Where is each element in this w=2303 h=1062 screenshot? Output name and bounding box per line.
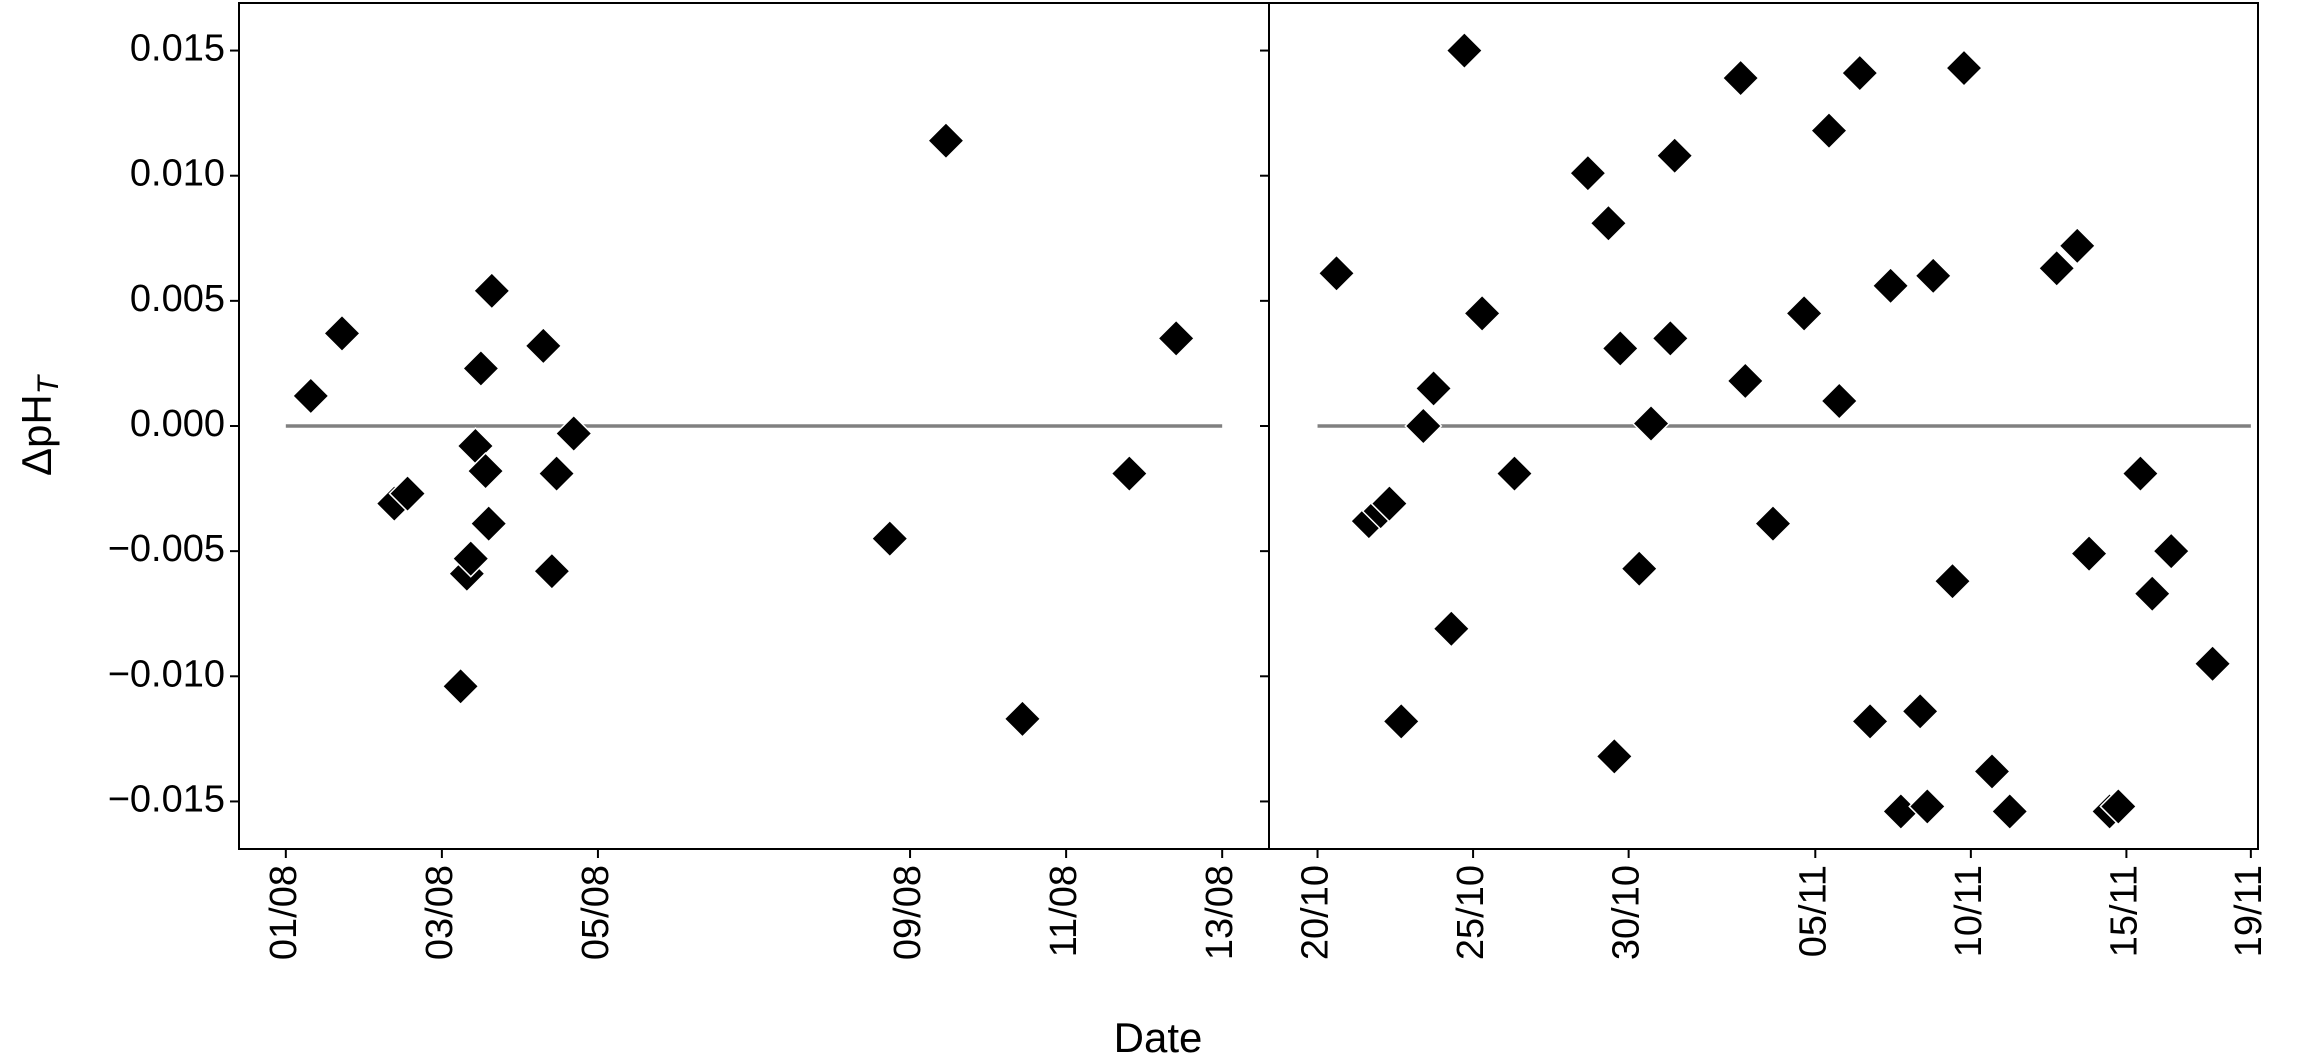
point [1944,49,1984,88]
x-tick-label: 15/11 [2103,865,2145,957]
point [472,271,511,310]
point [1382,702,1421,741]
point [1901,692,1940,731]
point [451,539,490,578]
x-tick-label: 01/08 [263,865,305,960]
x-tick-label: 30/10 [1606,865,1648,960]
point [2133,574,2172,613]
point [1933,562,1972,601]
point [1595,737,1634,776]
y-tick-label: 0.015 [130,28,225,70]
point [1601,329,1640,368]
point [1414,369,1453,408]
point [1003,699,1042,738]
point [1990,792,2029,831]
point [441,667,480,706]
x-tick-label: 25/10 [1450,865,1492,960]
point [1809,111,1849,150]
point [1721,59,1760,98]
point [291,376,330,416]
x-tick-label: 09/08 [887,865,929,960]
x-axis-label: Date [1114,1014,1203,1061]
x-tick-label: 03/08 [419,865,461,960]
point [554,414,593,453]
point [1620,549,1659,588]
point [1726,361,1765,401]
y-tick-label: −0.015 [108,778,225,820]
point [1655,136,1694,175]
point [1157,319,1196,358]
point [1463,294,1502,333]
point [1972,752,2012,791]
y-axis-label-subscript: T [32,373,65,394]
x-tick-label: 20/10 [1295,865,1337,960]
point [532,552,571,591]
y-axis-label-main: ΔpH [13,394,60,476]
point [1370,484,1409,523]
y-tick-label: −0.005 [108,528,225,570]
point [1850,702,1890,741]
point [469,504,508,543]
y-tick-label: 0.010 [130,153,225,195]
point [2193,644,2232,683]
point [1432,609,1471,648]
point [2037,249,2076,288]
point [466,451,505,491]
point [2070,534,2109,573]
point [1404,406,1443,446]
y-axis-label: ΔpHT [13,373,65,476]
point [1110,454,1149,493]
x-tick-label: 10/11 [1948,865,1990,957]
point [1495,454,1534,493]
point [1908,787,1947,826]
point [322,314,362,353]
x-tick-label: 11/08 [1043,865,1085,957]
y-tick-label: 0.000 [130,403,225,445]
point [1651,319,1690,358]
y-tick-label: 0.005 [130,278,225,320]
point [537,454,576,493]
point [2058,226,2097,265]
point [2099,787,2138,826]
point [870,519,909,558]
point [1785,294,1824,333]
point [1820,381,1859,421]
x-tick-label: 13/08 [1199,865,1241,960]
point [926,121,966,160]
point [2152,532,2191,571]
point [1631,404,1671,443]
point [388,474,427,513]
point [1317,254,1356,293]
point [1914,256,1953,295]
point [1840,54,1879,93]
point [1589,204,1628,243]
point [1871,266,1910,305]
x-tick-label: 05/08 [575,865,617,960]
x-tick-label: 19/11 [2228,865,2270,957]
point [1445,31,1484,70]
x-tick-label: 05/11 [1792,865,1834,957]
point [2121,454,2160,493]
point [1753,504,1793,543]
point [1568,154,1607,193]
point [461,349,500,388]
y-tick-label: −0.010 [108,653,225,695]
point [524,326,563,365]
